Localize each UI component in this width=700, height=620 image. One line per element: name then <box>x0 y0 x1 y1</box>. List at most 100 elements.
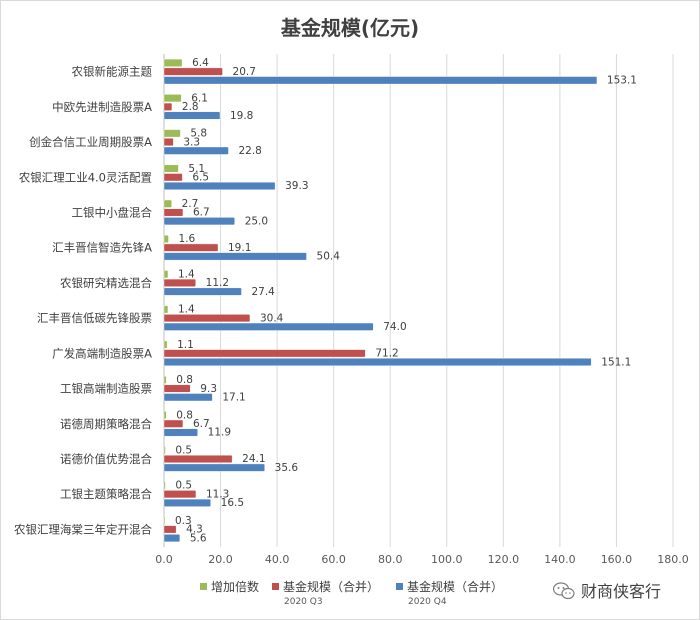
category-label: 中欧先进制造股票A <box>52 100 152 114</box>
category-label: 农银汇理工业4.0灵活配置 <box>19 170 152 184</box>
bar <box>163 384 191 393</box>
bar <box>163 235 169 243</box>
bar <box>163 76 598 85</box>
bar <box>163 314 251 323</box>
category-label: 汇丰晋信智造先锋A <box>52 241 152 255</box>
data-label: 17.1 <box>222 391 245 403</box>
data-label: 5.6 <box>190 532 207 544</box>
data-label: 20.7 <box>233 66 256 78</box>
data-label: 0.8 <box>176 374 193 386</box>
data-label: 6.1 <box>191 92 208 104</box>
legend-item-q3: 基金规模（合并） 2020 Q3 <box>272 578 380 607</box>
data-label: 27.4 <box>251 286 275 298</box>
data-label: 2.8 <box>182 101 199 113</box>
legend-label-q4: 基金规模（合并） <box>407 580 504 594</box>
bar <box>163 322 374 331</box>
bar <box>163 111 221 120</box>
category-label: 诺德周期策略混合 <box>60 417 152 431</box>
legend-item-q4: 基金规模（合并） 2020 Q4 <box>396 578 504 607</box>
bar <box>163 287 242 296</box>
category-label: 工银主题策略混合 <box>60 487 152 501</box>
legend-label-q3: 基金规模（合并） <box>283 580 380 594</box>
bar <box>163 94 182 103</box>
data-label: 50.4 <box>317 251 341 263</box>
bar <box>163 411 167 419</box>
watermark: 财商侠客行 <box>552 578 662 602</box>
legend-label-growth: 增加倍数 <box>211 580 260 594</box>
data-label: 6.5 <box>192 172 209 184</box>
bar <box>163 129 181 138</box>
data-label: 6.7 <box>193 418 210 430</box>
bar <box>163 58 183 67</box>
data-label: 11.3 <box>206 488 229 500</box>
bar <box>163 67 223 76</box>
category-label: 农银研究精选混合 <box>60 276 152 290</box>
bar <box>163 446 166 455</box>
wechat-icon <box>552 582 575 600</box>
data-label: 3.3 <box>183 136 200 148</box>
data-label: 0.3 <box>175 515 192 527</box>
data-label: 11.9 <box>208 427 231 439</box>
data-label: 5.8 <box>190 128 207 140</box>
data-label: 1.4 <box>178 268 195 280</box>
x-tick-label: 40.0 <box>265 553 290 566</box>
x-tick-label: 20.0 <box>208 553 233 566</box>
data-label: 2.7 <box>182 198 199 210</box>
bar <box>163 181 276 190</box>
bar <box>163 490 197 499</box>
bar <box>163 463 265 472</box>
data-label: 6.7 <box>193 207 210 219</box>
data-label: 19.8 <box>230 110 253 122</box>
bar <box>163 173 183 182</box>
data-label: 1.4 <box>178 304 195 316</box>
legend-sub-q3: 2020 Q3 <box>284 597 323 607</box>
bar <box>163 252 307 261</box>
bar <box>163 481 166 490</box>
category-label: 汇丰晋信低碳先锋股票 <box>37 311 152 325</box>
category-label: 诺德价值优势混合 <box>60 452 152 466</box>
legend-sub-q4: 2020 Q4 <box>408 597 447 607</box>
x-tick-label: 100.0 <box>431 553 463 566</box>
category-label: 广发高端制造股票A <box>52 346 152 360</box>
bar <box>163 419 184 428</box>
category-label: 农银汇理海棠三年定开混合 <box>14 522 152 536</box>
data-label: 9.3 <box>200 383 217 395</box>
data-label: 35.6 <box>275 462 299 474</box>
data-label: 11.2 <box>206 277 229 289</box>
bar <box>163 349 366 358</box>
bar <box>163 498 211 507</box>
data-label: 30.4 <box>260 312 284 324</box>
bar <box>163 278 196 287</box>
data-label: 24.1 <box>242 453 265 465</box>
x-tick-label: 140.0 <box>544 553 576 566</box>
x-tick-label: 180.0 <box>657 553 689 566</box>
bar <box>163 199 172 208</box>
data-label: 1.1 <box>177 339 194 351</box>
bar <box>163 217 235 226</box>
data-label: 74.0 <box>383 321 406 333</box>
bar <box>163 525 177 534</box>
legend-swatch-q3 <box>272 583 279 590</box>
data-label: 1.6 <box>179 233 196 245</box>
bar <box>163 393 213 402</box>
x-tick-label: 120.0 <box>488 553 520 566</box>
data-label: 0.8 <box>176 409 193 421</box>
bar <box>163 375 167 384</box>
bar <box>163 516 166 525</box>
bar <box>163 455 233 463</box>
data-label: 16.5 <box>221 497 244 509</box>
bar <box>163 164 179 173</box>
x-tick-label: 160.0 <box>601 553 633 566</box>
bar <box>163 243 219 252</box>
bar <box>163 208 184 217</box>
data-label: 22.8 <box>238 145 261 157</box>
bar <box>163 428 198 437</box>
bar <box>163 340 168 349</box>
data-label: 71.2 <box>375 348 398 360</box>
data-label: 0.5 <box>175 480 192 492</box>
category-label: 农银新能源主题 <box>72 65 153 79</box>
bar <box>163 358 592 366</box>
data-label: 5.1 <box>188 163 205 175</box>
watermark-text: 财商侠客行 <box>581 582 662 601</box>
legend-item-growth: 增加倍数 <box>200 578 259 595</box>
